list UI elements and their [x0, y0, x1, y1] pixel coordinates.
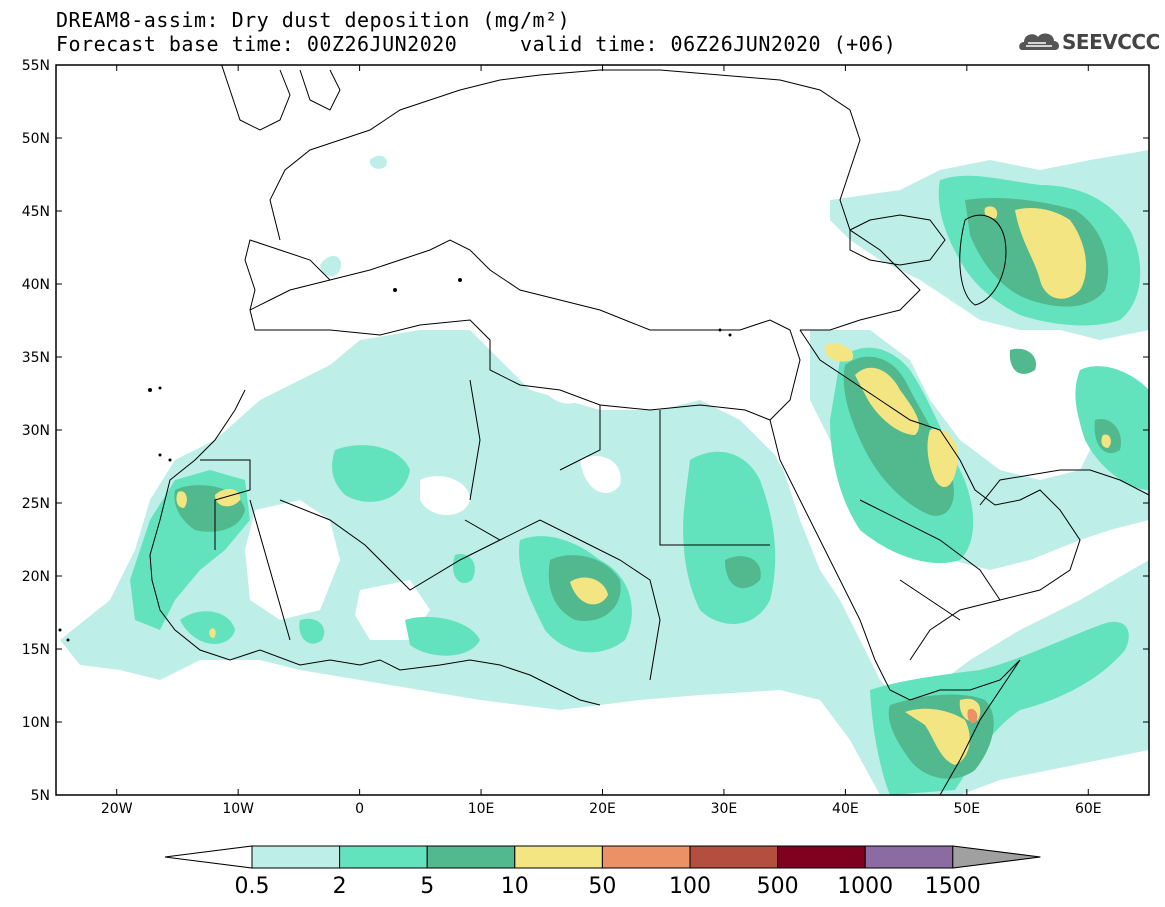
valid-time-label: valid time:	[520, 32, 658, 56]
legend-label: 1500	[925, 874, 981, 899]
legend-label: 5	[420, 874, 434, 899]
lat-label: 15N	[22, 642, 50, 658]
latitude-axis: 55N 50N 45N 40N 35N 30N 25N 20N 15N 10N 5N	[22, 58, 1149, 804]
lat-label: 50N	[22, 131, 50, 147]
lat-label: 55N	[22, 58, 50, 74]
lat-label: 20N	[22, 569, 50, 585]
legend-swatch	[864, 845, 954, 869]
lat-label: 40N	[22, 277, 50, 293]
coastlines	[149, 65, 1149, 795]
logo-text: SEEVCCC	[1062, 30, 1160, 54]
legend-label: 2	[333, 874, 347, 899]
lat-label: 45N	[22, 204, 50, 220]
lon-label: 50E	[953, 801, 980, 817]
base-time-value: 00Z26JUN2020	[306, 32, 458, 56]
lon-label: 0	[355, 801, 364, 817]
map-title: DREAM8-assim: Dry dust deposition (mg/m²…	[56, 8, 571, 32]
lon-label: 20E	[589, 801, 616, 817]
legend-label: 500	[757, 874, 799, 899]
legend-swatch	[777, 845, 866, 869]
lat-label: 35N	[22, 350, 50, 366]
legend-swatch	[426, 845, 516, 869]
lon-label: 20W	[101, 801, 133, 817]
valid-time-value: 06Z26JUN2020 (+06)	[670, 32, 897, 56]
legend-swatch	[251, 845, 341, 869]
legend-label: 1000	[837, 874, 893, 899]
legend-over-triangle	[952, 845, 1041, 869]
lat-label: 10N	[22, 715, 50, 731]
legend-swatch	[689, 845, 779, 869]
lat-label: 5N	[31, 788, 50, 804]
legend-under-triangle	[164, 845, 253, 869]
forecast-times: Forecast base time: 00Z26JUN2020 valid t…	[56, 34, 896, 54]
legend-swatch	[339, 845, 428, 869]
lat-label: 30N	[22, 423, 50, 439]
legend-label: 0.5	[235, 874, 270, 899]
lon-label: 60E	[1075, 801, 1102, 817]
field-10-50	[176, 206, 1111, 765]
lon-label: 10E	[468, 801, 495, 817]
base-time-label: Forecast base time:	[56, 32, 295, 56]
longitude-axis: 20W 10W 0 10E 20E 30E 40E 50E 60E	[101, 65, 1102, 817]
lat-label: 25N	[22, 496, 50, 512]
legend-label: 50	[588, 874, 616, 899]
deposition-fields	[56, 65, 1149, 795]
legend-label: 10	[501, 874, 529, 899]
lon-label: 10W	[222, 801, 254, 817]
lon-label: 30E	[711, 801, 738, 817]
legend-label: 100	[669, 874, 711, 899]
legend-swatch	[601, 845, 691, 869]
lon-label: 40E	[832, 801, 859, 817]
cloud-logo-icon	[1019, 33, 1060, 50]
legend-swatch	[514, 845, 603, 869]
field-50-100	[967, 708, 978, 724]
islands	[58, 278, 732, 642]
